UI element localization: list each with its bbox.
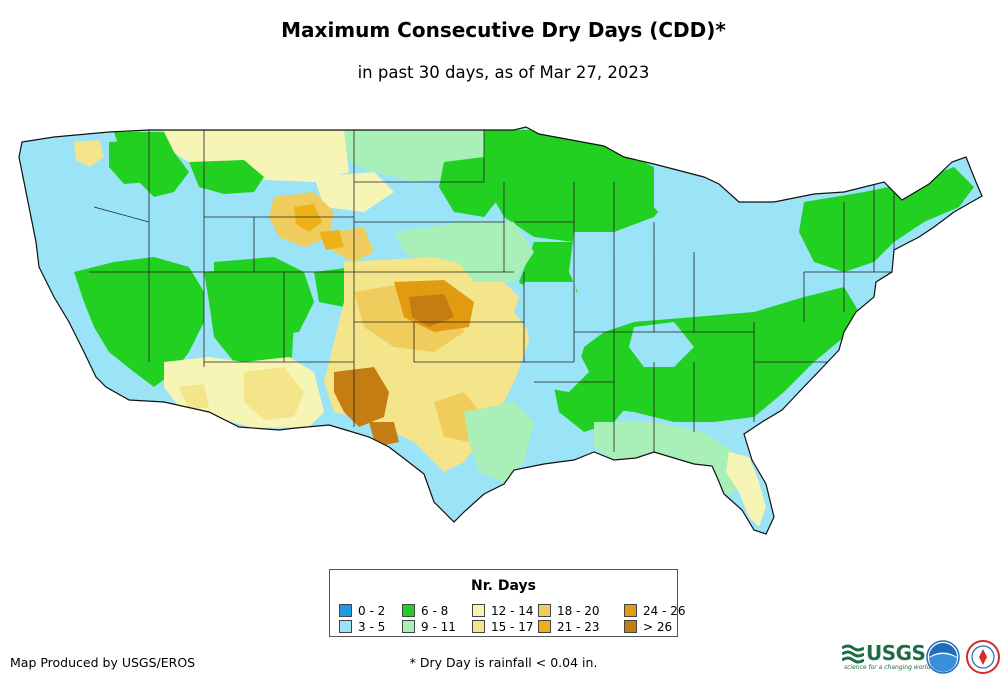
legend-label: 24 - 26 [643, 604, 686, 618]
legend-item: 21 - 23 [538, 620, 600, 634]
legend-item: 9 - 11 [402, 620, 456, 634]
legend-swatch [624, 604, 637, 617]
map-title: Maximum Consecutive Dry Days (CDD)* [281, 18, 726, 42]
legend-item: 18 - 20 [538, 604, 600, 618]
legend: Nr. Days 0 - 2 3 - 5 6 - 8 9 - 11 12 - 14 15 … [329, 569, 686, 637]
legend-item: 0 - 2 [339, 604, 385, 618]
region-northwest-green [114, 132, 264, 197]
region-east-blue [534, 247, 804, 392]
state-boundaries [89, 130, 895, 452]
region-northwest-yellow [74, 140, 104, 167]
legend-label: 0 - 2 [358, 604, 386, 618]
region-midwest-blue [514, 167, 734, 342]
us-cdd-map [18, 126, 983, 535]
agency-logos: USGS science for a changing world [842, 640, 1002, 680]
region-midwest-lightgreen [454, 222, 534, 282]
legend-swatch [339, 620, 352, 633]
region-west-texas-brown [334, 294, 454, 447]
region-southwest-dry [179, 367, 304, 420]
region-florida-yellow [726, 452, 766, 527]
legend-swatch [402, 604, 415, 617]
legend-swatch [538, 620, 551, 633]
nws-logo-icon [966, 640, 1000, 674]
legend-item: 15 - 17 [472, 620, 534, 634]
legend-swatch [339, 604, 352, 617]
legend-item: 3 - 5 [339, 620, 385, 634]
legend-item: 12 - 14 [472, 604, 534, 618]
legend-swatch [472, 604, 485, 617]
legend-label: 3 - 5 [358, 620, 386, 634]
legend-label: 15 - 17 [491, 620, 534, 634]
region-rockies-drier [294, 204, 344, 250]
legend-item: > 26 [624, 620, 672, 634]
noaa-logo-icon [926, 640, 960, 674]
legend-swatch [402, 620, 415, 633]
legend-item: 24 - 26 [624, 604, 686, 618]
dry-day-footnote: * Dry Day is rainfall < 0.04 in. [409, 655, 598, 670]
legend-label: 6 - 8 [421, 604, 449, 618]
legend-title: Nr. Days [471, 578, 536, 594]
legend-label: 18 - 20 [557, 604, 600, 618]
legend-label: 12 - 14 [491, 604, 534, 618]
legend-item: 6 - 8 [402, 604, 448, 618]
map-subtitle: in past 30 days, as of Mar 27, 2023 [357, 63, 650, 82]
usgs-mark-icon [842, 644, 864, 664]
legend-label: 9 - 11 [421, 620, 456, 634]
legend-label: 21 - 23 [557, 620, 600, 634]
legend-swatch [472, 620, 485, 633]
credit-text: Map Produced by USGS/EROS [10, 655, 196, 670]
region-texas-gulf [464, 402, 534, 482]
legend-label: > 26 [643, 620, 673, 634]
legend-swatch [538, 604, 551, 617]
usgs-tagline: science for a changing world [844, 664, 931, 671]
usgs-logo-text: USGS [866, 641, 926, 665]
legend-swatch [624, 620, 637, 633]
